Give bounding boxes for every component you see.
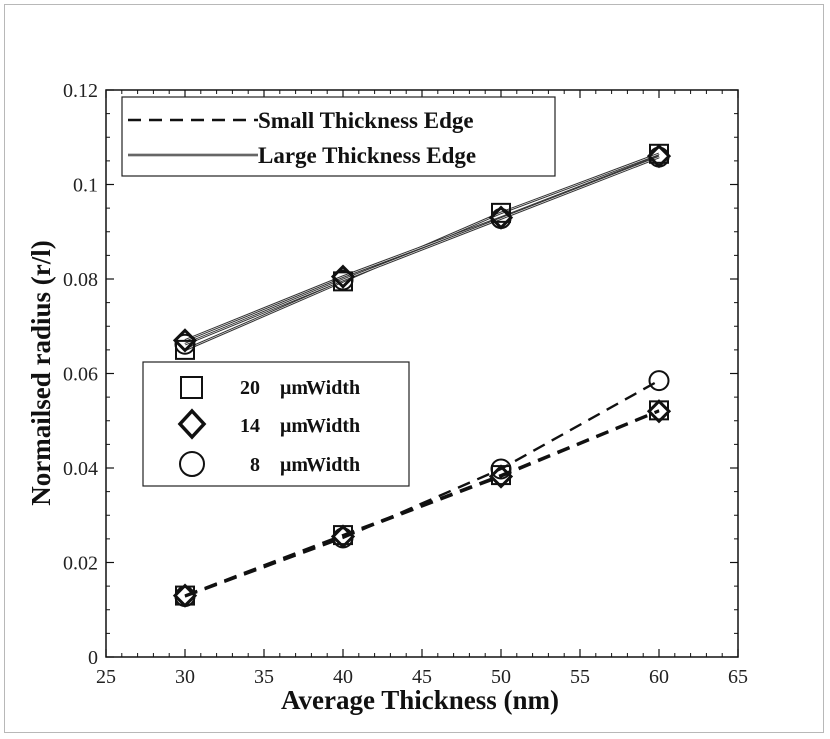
y-tick-label: 0.06 <box>63 364 98 386</box>
marker-legend-box <box>142 361 410 487</box>
legend-large-edge-label: Large Thickness Edge <box>258 143 476 168</box>
x-tick-label: 65 <box>728 666 748 688</box>
circle-marker <box>332 269 354 291</box>
circle-marker <box>648 146 670 168</box>
circle-marker <box>648 370 670 392</box>
series-line-highlight <box>184 156 660 345</box>
series-layer <box>172 143 672 608</box>
x-tick-label: 45 <box>412 666 432 688</box>
square-marker <box>491 202 511 223</box>
x-tick-label: 50 <box>491 666 511 688</box>
y-tick-label: 0.08 <box>63 269 98 291</box>
tick-layer: 25 30 35 40 45 50 55 60 65 0 0.02 0.04 0.06 0.08 0.1 0.… <box>63 80 748 688</box>
x-tick-label: 30 <box>175 666 195 688</box>
line-legend: Small Thickness Edge Large Thickness Edg… <box>121 96 556 177</box>
y-tick-label: 0.12 <box>63 80 98 102</box>
legend-14-unit: μm <box>280 415 308 437</box>
series-line <box>184 155 660 346</box>
y-axis-title: Normailsed radius (r/l) <box>26 240 56 505</box>
legend-small-edge-label: Small Thickness Edge <box>258 108 474 133</box>
circle-marker <box>174 333 196 355</box>
square-marker <box>175 339 195 360</box>
legend-8-suffix: Width <box>306 454 360 476</box>
circle-marker <box>490 208 512 230</box>
legend-8-unit: μm <box>280 454 308 476</box>
x-tick-label: 35 <box>254 666 274 688</box>
x-axis-title: Average Thickness (nm) <box>281 685 559 715</box>
series-line <box>184 379 660 598</box>
legend-14-number: 14 <box>240 415 260 437</box>
y-tick-label: 0.02 <box>63 553 98 575</box>
legend-diamond-marker <box>177 408 207 440</box>
y-tick-label: 0.04 <box>63 458 98 480</box>
marker-legend: 20 μm Width 14 μm Width 8 μm Width <box>142 361 410 487</box>
circle-marker <box>332 527 354 549</box>
x-tick-label: 55 <box>570 666 590 688</box>
legend-square-marker <box>180 376 203 399</box>
x-tick-label: 25 <box>96 666 116 688</box>
y-tick-label: 0 <box>88 647 98 669</box>
legend-20-unit: μm <box>280 377 308 399</box>
legend-20-number: 20 <box>240 377 260 399</box>
legend-8-number: 8 <box>250 454 260 476</box>
figure-frame <box>4 4 824 733</box>
x-tick-label: 60 <box>649 666 669 688</box>
legend-14-suffix: Width <box>306 415 360 437</box>
legend-20-suffix: Width <box>306 377 360 399</box>
x-tick-label: 40 <box>333 666 353 688</box>
circle-marker <box>174 586 196 608</box>
circle-marker <box>490 458 512 480</box>
line-legend-box <box>121 96 556 177</box>
diamond-marker <box>488 464 514 489</box>
y-tick-label: 0.1 <box>73 175 98 197</box>
legend-circle-marker <box>179 451 205 477</box>
diamond-marker <box>646 399 672 424</box>
